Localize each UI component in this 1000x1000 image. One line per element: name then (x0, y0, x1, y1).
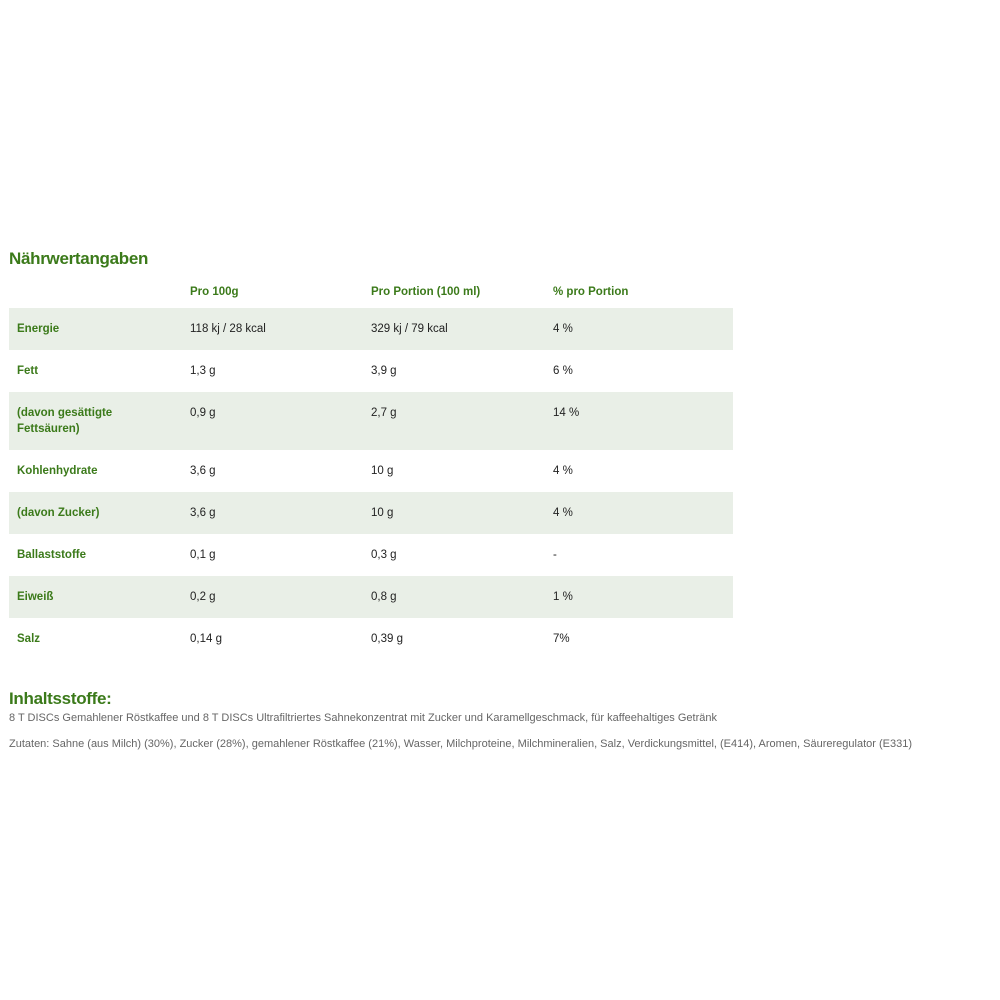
row-label: Salz (9, 618, 190, 660)
row-label: (davon Zucker) (9, 492, 190, 534)
cell-text: 4 % (553, 507, 573, 519)
table-row: (davon Zucker) 3,6 g 10 g 4 % (9, 492, 733, 534)
row-value: 118 kj / 28 kcal (190, 308, 371, 350)
header-per-portion: Pro Portion (100 ml) (371, 286, 481, 298)
row-value: 10 g (371, 492, 553, 534)
row-label: Eiweiß (9, 576, 190, 618)
table-header-row: Pro 100g Pro Portion (100 ml) % pro Port… (9, 276, 733, 308)
row-value: - (553, 534, 733, 576)
nutrition-title: Nährwertangaben (9, 249, 149, 268)
row-label: Kohlenhydrate (9, 450, 190, 492)
cell-text: 0,3 g (371, 549, 397, 561)
table-row: Energie 118 kj / 28 kcal 329 kj / 79 kcal 4… (9, 308, 733, 350)
row-value: 3,6 g (190, 492, 371, 534)
nutrition-table: Pro 100g Pro Portion (100 ml) % pro Port… (9, 276, 733, 660)
cell-text: 329 kj / 79 kcal (371, 323, 448, 335)
row-label: Energie (9, 308, 190, 350)
cell-text: 10 g (371, 465, 394, 477)
row-label: Ballaststoffe (9, 534, 190, 576)
row-value: 4 % (553, 450, 733, 492)
row-value: 329 kj / 79 kcal (371, 308, 553, 350)
row-value: 10 g (371, 450, 553, 492)
cell-text: 2,7 g (371, 407, 397, 419)
header-label (9, 276, 190, 308)
cell-text: Kohlenhydrate (17, 465, 98, 477)
row-value: 3,9 g (371, 350, 553, 392)
cell-text: Eiweiß (17, 591, 54, 603)
cell-text: 118 kj / 28 kcal (190, 323, 266, 335)
row-value: 3,6 g (190, 450, 371, 492)
cell-text: 4 % (553, 465, 573, 477)
ingredients-list: Zutaten: Sahne (aus Milch) (30%), Zucker… (9, 738, 913, 750)
ingredients-title: Inhaltsstoffe: (9, 689, 112, 708)
row-value: 1 % (553, 576, 733, 618)
cell-text: (davon gesättigte Fettsäuren) (17, 407, 113, 435)
cell-text: Salz (17, 633, 41, 645)
table-row: Eiweiß 0,2 g 0,8 g 1 % (9, 576, 733, 618)
cell-text: Fett (17, 365, 39, 377)
cell-text: Ballaststoffe (17, 549, 87, 561)
row-value: 0,8 g (371, 576, 553, 618)
cell-text: 3,6 g (190, 507, 216, 519)
cell-text: 0,39 g (371, 633, 403, 645)
cell-text: 0,9 g (190, 407, 216, 419)
row-value: 0,14 g (190, 618, 371, 660)
header-per-100g: Pro 100g (190, 286, 239, 298)
row-value: 0,3 g (371, 534, 553, 576)
cell-text: 14 % (553, 407, 580, 419)
cell-text: 3,6 g (190, 465, 216, 477)
cell-text: Energie (17, 323, 60, 335)
cell-text: 7% (553, 633, 570, 645)
row-value: 0,39 g (371, 618, 553, 660)
header-percent-portion: % pro Portion (553, 286, 629, 298)
row-label: Fett (9, 350, 190, 392)
ingredients-description: 8 T DISCs Gemahlener Röstkaffee und 8 T … (9, 712, 717, 724)
table-row: Fett 1,3 g 3,9 g 6 % (9, 350, 733, 392)
table-row: Kohlenhydrate 3,6 g 10 g 4 % (9, 450, 733, 492)
row-value: 2,7 g (371, 392, 553, 450)
row-value: 7% (553, 618, 733, 660)
table-row: Ballaststoffe 0,1 g 0,3 g - (9, 534, 733, 576)
cell-text: 6 % (553, 365, 573, 377)
cell-text: 1 % (553, 591, 573, 603)
row-value: 1,3 g (190, 350, 371, 392)
cell-text: 1,3 g (190, 365, 216, 377)
cell-text: - (553, 549, 557, 561)
row-value: 4 % (553, 492, 733, 534)
cell-text: 4 % (553, 323, 573, 335)
row-value: 0,9 g (190, 392, 371, 450)
cell-text: 10 g (371, 507, 394, 519)
cell-text: 3,9 g (371, 365, 397, 377)
row-value: 0,2 g (190, 576, 371, 618)
row-label: (davon gesättigte Fettsäuren) (9, 392, 190, 450)
cell-text: 0,14 g (190, 633, 222, 645)
row-value: 0,1 g (190, 534, 371, 576)
row-value: 14 % (553, 392, 733, 450)
cell-text: (davon Zucker) (17, 507, 100, 519)
cell-text: 0,2 g (190, 591, 216, 603)
cell-text: 0,8 g (371, 591, 397, 603)
table-row: (davon gesättigte Fettsäuren) 0,9 g 2,7 g 1… (9, 392, 733, 450)
table-row: Salz 0,14 g 0,39 g 7% (9, 618, 733, 660)
row-value: 4 % (553, 308, 733, 350)
cell-text: 0,1 g (190, 549, 216, 561)
row-value: 6 % (553, 350, 733, 392)
